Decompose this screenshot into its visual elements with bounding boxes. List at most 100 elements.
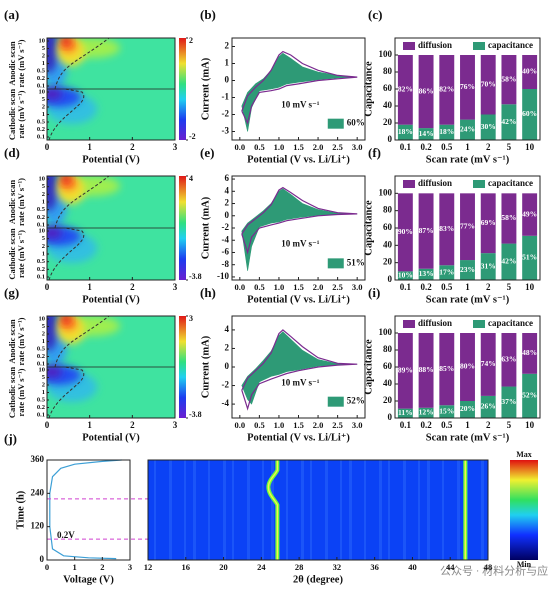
heatmap-shade (193, 460, 196, 560)
heatmap-shade (169, 460, 172, 560)
x-tick-label: 2.5 (332, 420, 343, 430)
y-tick-label: 1 (42, 338, 45, 345)
y-tick-label: -2 (222, 109, 230, 119)
x-tick-label: 0 (45, 420, 50, 430)
y-axis-label: Capacitance (363, 339, 374, 395)
colorbar-label: 2 (189, 36, 193, 45)
y-axis-label: Capacitance (363, 61, 374, 117)
y-tick-label: 5 (42, 235, 46, 242)
contour-line (54, 176, 110, 229)
y-tick-label: 0 (40, 554, 45, 564)
value-label: 60% (522, 109, 537, 118)
colorbar (179, 38, 186, 140)
value-label: 18% (398, 127, 413, 136)
y-axis-label: Anodic scan (7, 180, 17, 224)
heatmap-shade (47, 38, 58, 73)
y-axis-label: rate (mV s⁻¹) (16, 39, 26, 87)
bar-segment (522, 235, 538, 280)
bar-segment (397, 333, 413, 409)
x-tick-label: 2 (486, 420, 491, 430)
heatmap-shade (247, 460, 250, 560)
panel-label: (h) (200, 285, 216, 300)
value-label: 63% (501, 354, 516, 363)
bar-segment (439, 405, 455, 418)
y-tick-label: 40 (383, 378, 393, 388)
y-tick-label: 2 (42, 243, 45, 250)
y-tick-label: 0.2 (37, 126, 45, 133)
heatmap-shade (442, 460, 444, 560)
value-label: 76% (460, 82, 475, 91)
y-tick-label: 2 (42, 191, 45, 198)
value-label: 23% (460, 265, 475, 274)
bar-segment (397, 55, 413, 125)
x-tick-label: 0.2 (420, 282, 432, 292)
y-tick-label: 2 (42, 103, 45, 110)
y-tick-label: 10 (39, 37, 46, 44)
y-tick-label: 1 (225, 58, 230, 68)
x-tick-label: 0.1 (400, 282, 412, 292)
x-tick-label: 1 (87, 420, 92, 430)
x-tick-label: 0.2 (420, 142, 432, 152)
heatmap-shade (388, 460, 390, 560)
colorbar-label: Max (516, 450, 532, 459)
colorbar-label: -2 (189, 132, 196, 141)
heatmap-shade (403, 460, 406, 560)
x-tick-label: 1.5 (293, 282, 304, 292)
y-tick-label: 100 (379, 327, 393, 337)
y-tick-label: 10 (39, 227, 46, 234)
bar-segment (501, 104, 517, 140)
legend-swatch (473, 320, 485, 328)
value-label: 14% (419, 129, 434, 138)
bar-segment (418, 407, 434, 418)
value-label: 86% (419, 86, 434, 95)
x-tick-label: 0.0 (235, 282, 246, 292)
y-axis-label: Anodic scan (7, 319, 17, 363)
value-label: 89% (398, 366, 413, 375)
heatmap-field (47, 176, 175, 280)
bar-segment (397, 124, 413, 140)
colorbar-label: 4 (189, 174, 193, 183)
heatmap-shade (61, 38, 71, 46)
bar-segment (480, 333, 496, 396)
x-tick-label: 0.5 (254, 282, 265, 292)
x-tick-label: 2.0 (313, 420, 324, 430)
value-label: 12% (419, 408, 434, 417)
annotation: 10 mV s⁻¹ (281, 239, 320, 249)
heatmap-shade (61, 316, 71, 324)
y-axis-label: Cathodic scan (7, 367, 17, 419)
legend-label: 60% (347, 118, 365, 128)
y-tick-label: 1 (42, 250, 45, 257)
legend-label: capacitance (488, 40, 533, 50)
bar-segment (397, 271, 413, 280)
y-tick-label: 60 (383, 83, 393, 93)
bar-segment (522, 333, 538, 374)
legend-swatch (403, 180, 415, 188)
frame (147, 459, 489, 561)
panel-label: (j) (4, 431, 17, 446)
x-tick-label: 0.1 (400, 142, 412, 152)
y-tick-label: -8 (222, 259, 230, 269)
y-tick-label: 10 (39, 175, 46, 182)
x-tick-label: 40 (408, 562, 417, 572)
y-tick-label: 1 (42, 111, 45, 118)
frame (46, 37, 176, 141)
value-label: 15% (439, 406, 454, 415)
y-axis-label: Capacitance (363, 200, 374, 256)
legend-swatch (473, 180, 485, 188)
value-label: 48% (522, 348, 537, 357)
value-label: 26% (481, 402, 496, 411)
legend-label: diffusion (418, 318, 452, 328)
heatmap-shade (364, 460, 366, 560)
y-tick-label: 5 (42, 45, 46, 52)
y-tick-label: 0 (225, 361, 230, 371)
heatmap-shade (47, 88, 62, 100)
y-tick-label: -4 (222, 234, 230, 244)
x-tick-label: 44 (446, 562, 455, 572)
heatmap-shade (379, 460, 382, 560)
legend-label: 52% (347, 396, 365, 406)
contour-line (48, 366, 85, 418)
x-tick-label: 2 (130, 142, 135, 152)
bar-segment (522, 89, 538, 140)
y-tick-label: 0.2 (37, 353, 45, 360)
heatmap-shade (481, 460, 484, 560)
